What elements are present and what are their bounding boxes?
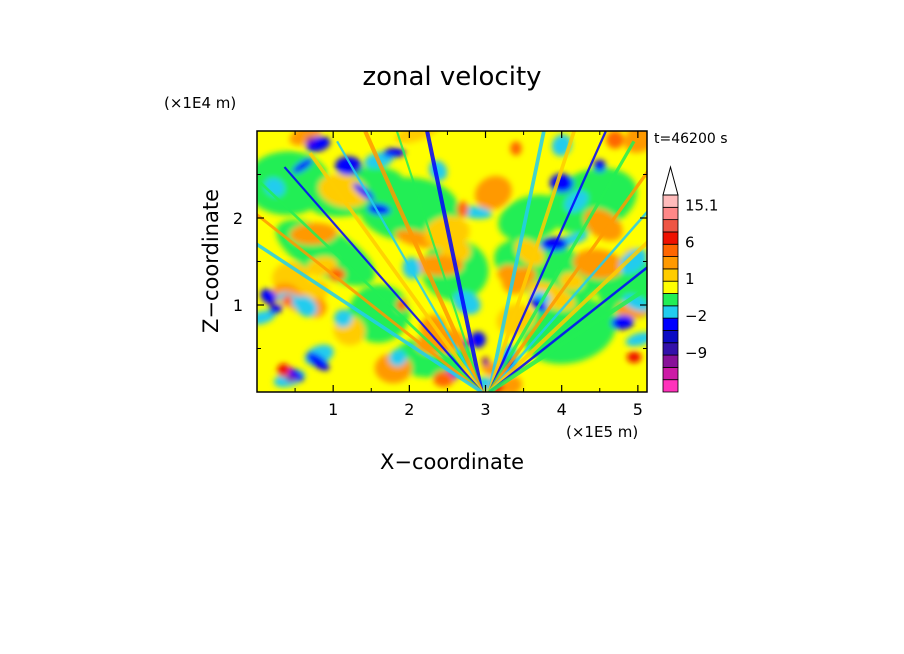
colorbar-swatch — [662, 293, 679, 307]
field-blob — [540, 237, 568, 252]
field-streak — [487, 131, 577, 392]
y-tick-label: 1 — [233, 296, 243, 315]
field-streak — [257, 212, 483, 392]
field-blob — [606, 131, 624, 149]
field-blob — [292, 158, 314, 174]
field-blob — [510, 141, 522, 156]
colorbar-label: −2 — [685, 307, 707, 325]
colorbar-label: −9 — [685, 344, 707, 362]
field-streak — [487, 240, 647, 392]
field-blob — [527, 281, 576, 311]
field-blob — [382, 147, 406, 158]
field-blob — [584, 208, 623, 242]
field-blob — [626, 351, 642, 363]
x-axis-label: X−coordinate — [380, 450, 524, 474]
x-tick-label: 4 — [557, 400, 567, 419]
colorbar-swatch — [662, 243, 679, 257]
field-blob — [593, 159, 606, 172]
field-blob — [306, 136, 315, 143]
field-streak — [425, 131, 484, 392]
colorbar-label: 6 — [685, 233, 695, 251]
colorbar-swatch — [662, 317, 679, 331]
field-blob — [433, 370, 455, 387]
x-tick-label: 5 — [633, 400, 643, 419]
field-streak — [488, 266, 647, 392]
field-blob — [481, 356, 490, 367]
time-label: t=46200 s — [654, 131, 728, 147]
y-multiplier: (×1E4 m) — [164, 94, 236, 112]
field-streaks — [257, 131, 647, 392]
field-blob — [328, 267, 346, 282]
colorbar-swatch — [662, 354, 679, 368]
field-streak — [336, 140, 483, 392]
chart-title: zonal velocity — [362, 62, 541, 92]
x-multiplier: (×1E5 m) — [566, 423, 638, 441]
colorbar-swatch — [662, 268, 679, 282]
field-blob — [367, 203, 391, 216]
field-streak — [308, 152, 484, 392]
field-blob — [306, 352, 330, 371]
field-blob — [260, 288, 277, 304]
field-blob — [611, 315, 635, 330]
y-axis-label: Z−coordinate — [199, 189, 223, 333]
colorbar-swatch — [662, 305, 679, 319]
field-streak — [283, 166, 483, 392]
colorbar-swatch — [662, 330, 679, 344]
colorbar-swatch — [662, 342, 679, 356]
field-streak — [487, 131, 546, 392]
colorbar-swatch — [662, 280, 679, 294]
colorbar-swatch — [662, 231, 679, 245]
field-streak — [487, 140, 636, 392]
field-streak — [487, 169, 647, 392]
field-blob — [396, 298, 408, 312]
heatmap-field — [257, 131, 647, 392]
x-tick-label: 3 — [480, 400, 490, 419]
field-blob — [474, 175, 512, 210]
field-blob — [294, 295, 318, 317]
field-blob — [619, 248, 647, 274]
field-streak — [488, 210, 647, 392]
y-ticks: 12 — [233, 174, 647, 349]
field-blob — [470, 331, 486, 348]
colorbar-label: 15.1 — [685, 196, 718, 214]
colorbar-swatch — [662, 206, 679, 221]
field-streak — [257, 242, 483, 392]
field-blob — [282, 295, 293, 307]
colorbar: −9 −2 1 6 15.1 — [662, 165, 718, 393]
field-blob — [564, 190, 589, 213]
field-blob — [334, 309, 353, 328]
field-blob — [388, 349, 407, 367]
colorbar-label: 1 — [685, 270, 695, 288]
colorbar-swatch — [662, 219, 679, 233]
field-streak — [488, 131, 607, 392]
field-blob — [268, 301, 276, 309]
x-tick-label: 2 — [404, 400, 414, 419]
field-blob — [286, 367, 304, 382]
colorbar-swatch — [662, 366, 679, 381]
field-blob — [277, 363, 291, 377]
field-streak — [259, 181, 483, 392]
field-streak — [488, 285, 647, 392]
field-blob — [285, 375, 298, 382]
colorbar-extend-arrow — [662, 165, 679, 196]
x-ticks: 1 2 3 4 5 — [294, 131, 643, 419]
field-blob — [625, 332, 647, 347]
field-blob — [456, 201, 469, 218]
field-streak — [395, 131, 483, 392]
x-tick-label: 1 — [328, 400, 338, 419]
field-blob — [257, 310, 276, 325]
colorbar-swatch — [662, 256, 679, 270]
field-blob — [395, 131, 441, 144]
field-streak — [363, 131, 484, 392]
colorbar-swatch — [662, 379, 679, 393]
colorbar-swatch — [662, 194, 679, 208]
y-tick-label: 2 — [233, 209, 243, 228]
